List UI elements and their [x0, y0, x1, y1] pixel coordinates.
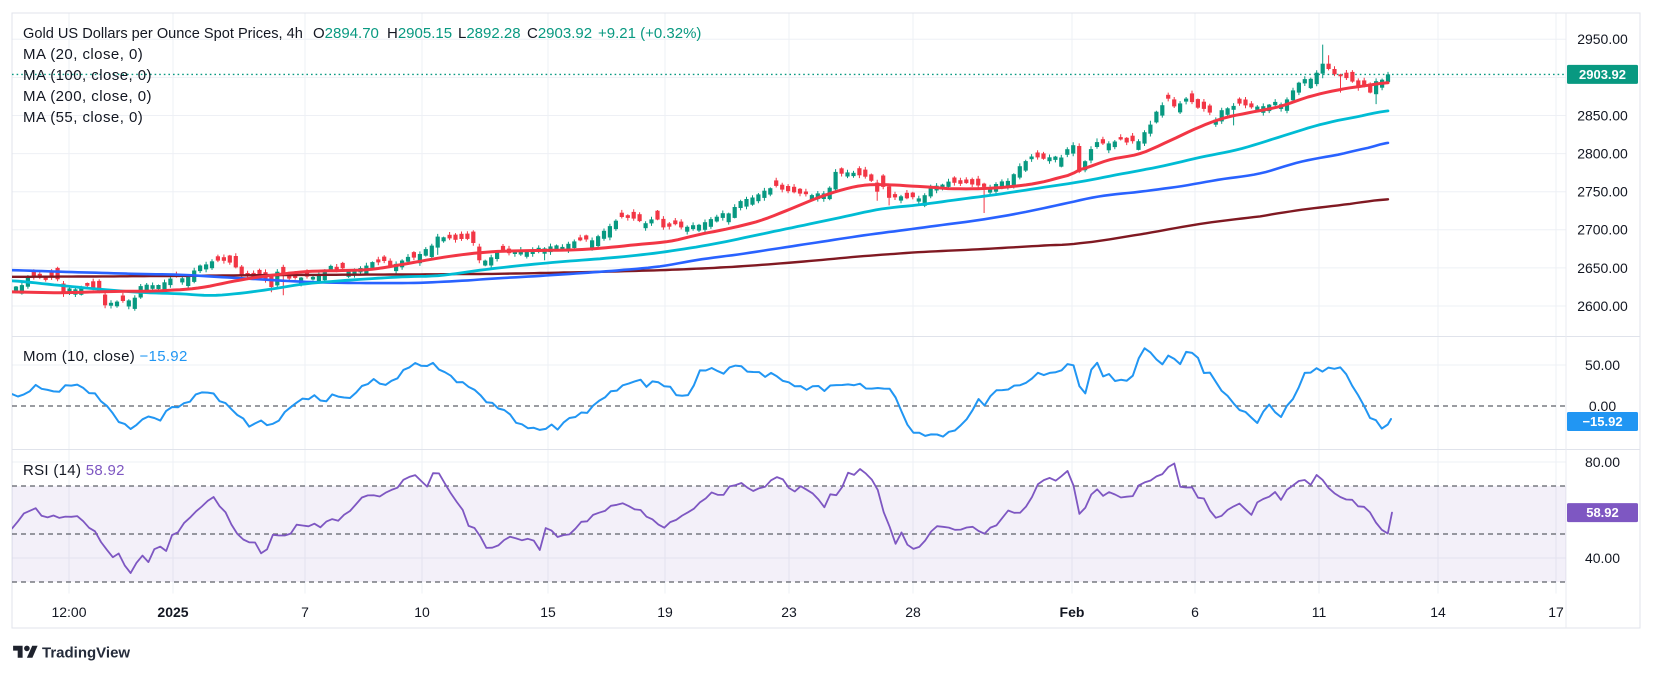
svg-text:58.92: 58.92 — [1586, 505, 1619, 520]
svg-text:−15.92: −15.92 — [1582, 414, 1622, 429]
svg-text:50.00: 50.00 — [1585, 357, 1620, 373]
svg-text:40.00: 40.00 — [1585, 550, 1620, 566]
svg-text:MA (200, close, 0): MA (200, close, 0) — [23, 88, 152, 105]
svg-text:19: 19 — [657, 604, 673, 620]
svg-text:2800.00: 2800.00 — [1577, 146, 1628, 162]
svg-text:Gold US Dollars per Ounce Spot: Gold US Dollars per Ounce Spot Prices, 4… — [23, 26, 303, 42]
svg-text:2750.00: 2750.00 — [1577, 184, 1628, 200]
svg-text:14: 14 — [1430, 604, 1446, 620]
svg-text:MA (100, close, 0): MA (100, close, 0) — [23, 67, 152, 84]
svg-text:23: 23 — [781, 604, 797, 620]
svg-text:2850.00: 2850.00 — [1577, 107, 1628, 123]
svg-text:H2905.15: H2905.15 — [387, 25, 452, 42]
svg-text:MA (55, close, 0): MA (55, close, 0) — [23, 109, 143, 126]
svg-text:O2894.70: O2894.70 — [313, 25, 379, 42]
svg-text:6: 6 — [1191, 604, 1199, 620]
svg-text:2025: 2025 — [157, 604, 188, 620]
svg-text:L2892.28: L2892.28 — [458, 25, 521, 42]
svg-text:Feb: Feb — [1060, 604, 1085, 620]
svg-text:2903.92: 2903.92 — [1579, 67, 1626, 82]
svg-text:0.00: 0.00 — [1589, 398, 1616, 414]
svg-text:7: 7 — [301, 604, 309, 620]
svg-text:28: 28 — [905, 604, 921, 620]
svg-text:TradingView: TradingView — [42, 645, 130, 662]
svg-text:2950.00: 2950.00 — [1577, 31, 1628, 47]
svg-text:MA (20, close, 0): MA (20, close, 0) — [23, 46, 143, 63]
svg-text:80.00: 80.00 — [1585, 454, 1620, 470]
svg-text:RSI (14) 58.92: RSI (14) 58.92 — [23, 462, 125, 479]
svg-text:2650.00: 2650.00 — [1577, 260, 1628, 276]
svg-text:17: 17 — [1548, 604, 1564, 620]
svg-text:15: 15 — [540, 604, 556, 620]
svg-text:10: 10 — [414, 604, 430, 620]
svg-text:12:00: 12:00 — [51, 604, 86, 620]
svg-text:2600.00: 2600.00 — [1577, 298, 1628, 314]
svg-text:C2903.92: C2903.92 — [527, 25, 592, 42]
svg-text:11: 11 — [1312, 604, 1327, 620]
svg-text:2700.00: 2700.00 — [1577, 222, 1628, 238]
svg-text:+9.21 (+0.32%): +9.21 (+0.32%) — [598, 25, 701, 42]
svg-text:Mom (10, close) −15.92: Mom (10, close) −15.92 — [23, 348, 188, 365]
